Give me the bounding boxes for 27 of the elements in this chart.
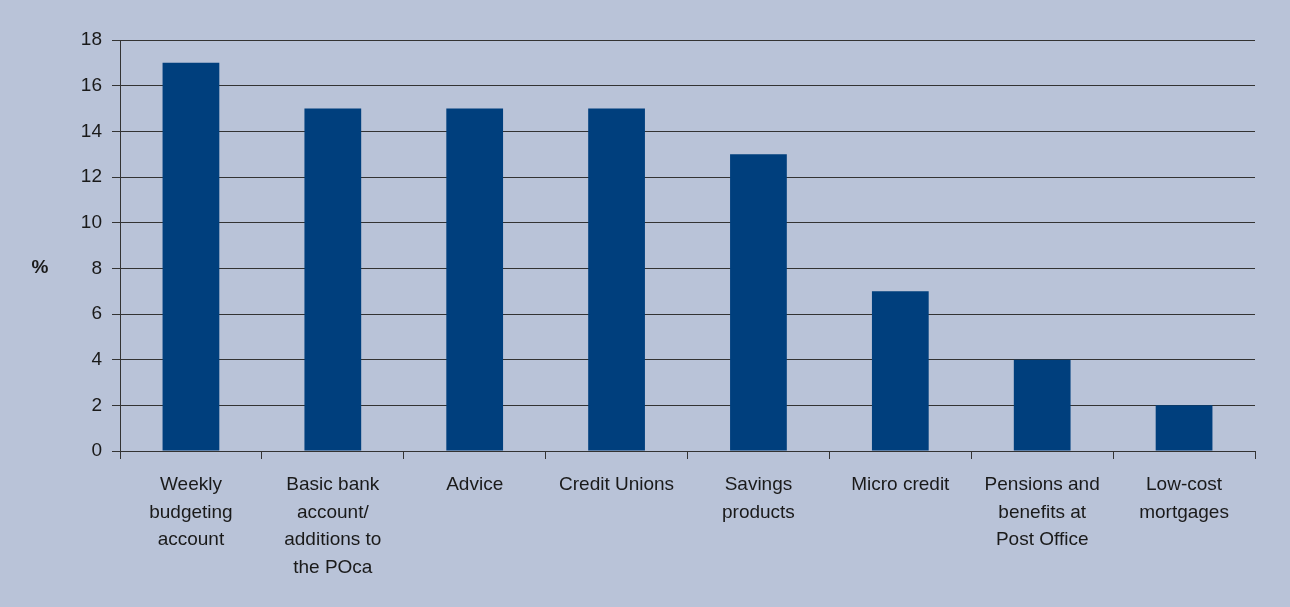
x-tick-label: Savings products <box>722 473 795 522</box>
y-tick-label: 14 <box>80 119 103 141</box>
bar <box>871 291 929 451</box>
bar <box>162 62 220 451</box>
x-tick-label: Basic bank account/ additions to the POca <box>284 473 382 577</box>
y-axis-title: % <box>31 255 49 277</box>
y-tick-label: 12 <box>80 165 102 187</box>
y-tick-label: 8 <box>91 256 102 278</box>
y-tick-label: 0 <box>91 439 102 461</box>
bar <box>446 108 504 451</box>
y-tick-label: 6 <box>91 302 102 324</box>
y-tick-label: 18 <box>80 28 102 50</box>
x-tick-label: Advice <box>446 473 504 495</box>
y-tick-label: 16 <box>80 73 102 95</box>
bar <box>1155 405 1213 451</box>
x-tick-label: Weekly budgeting account <box>149 473 233 550</box>
x-tick-label: Credit Unions <box>559 473 675 495</box>
y-tick-label: 4 <box>91 347 103 369</box>
bar <box>1013 359 1071 451</box>
bar <box>730 154 787 451</box>
x-tick-label: Micro credit <box>851 473 951 495</box>
y-tick-label: 2 <box>91 393 102 415</box>
y-tick-label: 10 <box>80 210 102 232</box>
x-tick-label: Pensions and benefits at Post Office <box>984 473 1100 550</box>
bar <box>588 108 645 451</box>
x-tick-label: Low-cost mortgages <box>1139 473 1229 522</box>
bar <box>304 108 362 451</box>
